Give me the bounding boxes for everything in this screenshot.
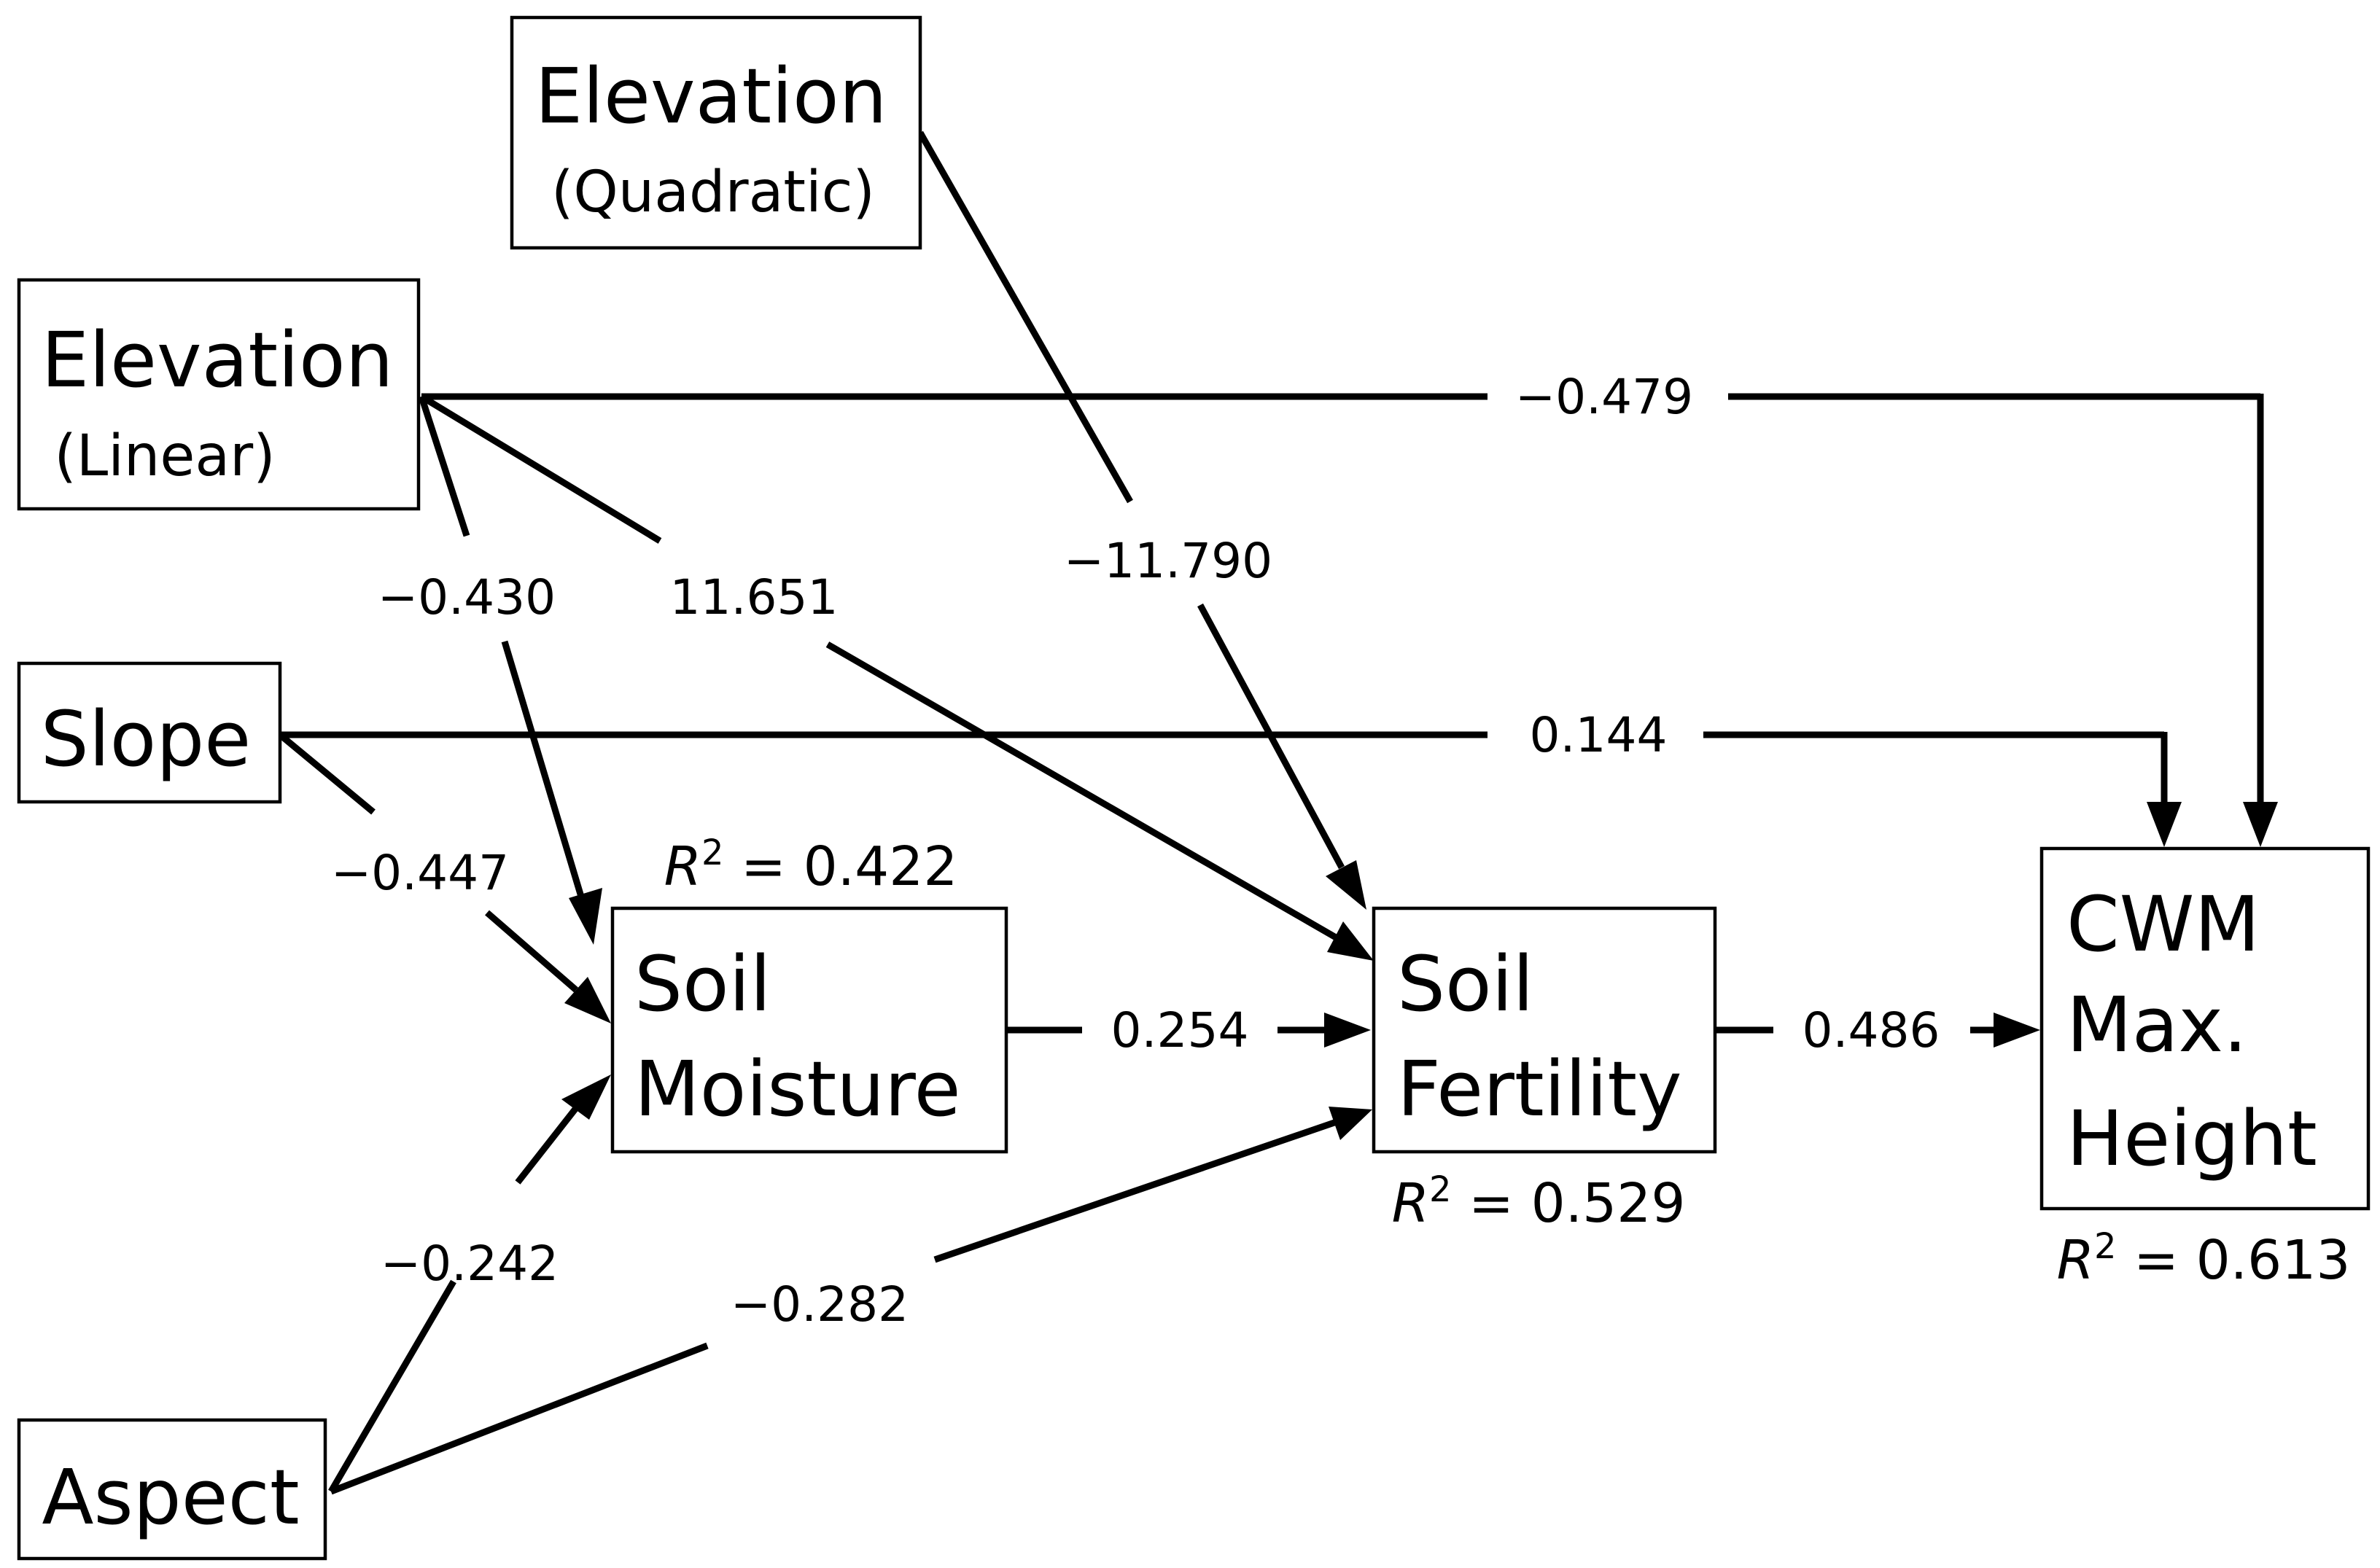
r2-soil-fertility: R2 = 0.529 [1392,1169,1686,1235]
node-elevation-linear: Elevation (Linear) [17,278,421,511]
path-fertility-to-cwm [1715,1013,2040,1048]
coef-aspect-to-fertility: −0.282 [731,1276,909,1333]
node-soil-moisture-line2: Moisture [634,1045,961,1134]
coef-aspect-to-moisture: −0.242 [381,1236,559,1292]
path-moisture-to-fertility [1006,1013,1371,1048]
path-slope-to-moisture [278,732,611,1023]
node-soil-moisture: R2 = 0.422 Soil Moisture [610,832,1008,1154]
node-elevation-quadratic-title: Elevation [534,52,887,141]
path-aspect-to-fertility [330,1107,1372,1495]
node-cwm-line3: Height [2066,1094,2317,1183]
path-elev-linear-to-fertility [419,394,1374,961]
r2-cwm-max-height: R2 = 0.613 [2057,1226,2351,1292]
path-slope-to-cwm [280,731,2182,847]
node-aspect-title: Aspect [42,1453,299,1542]
node-soil-moisture-line1: Soil [634,940,771,1029]
node-elevation-quadratic-subtitle: (Quadratic) [551,160,875,225]
path-elev-linear-to-moisture [418,395,602,945]
node-slope: Slope [17,661,282,804]
node-elevation-linear-title: Elevation [41,316,393,405]
node-cwm-max-height: CWM Max. Height R2 = 0.613 [2039,846,2371,1292]
coef-moisture-to-fertility: 0.254 [1111,1002,1249,1058]
node-cwm-line1: CWM [2066,880,2260,969]
path-aspect-to-moisture [328,1074,611,1494]
path-elev-quadratic-to-fertility [917,130,1366,910]
node-aspect: Aspect [17,1418,327,1561]
coef-elev-linear-to-cwm: −0.479 [1515,369,1693,425]
coef-slope-to-cwm: 0.144 [1530,707,1668,763]
path-elev-linear-to-cwm [421,393,2278,847]
coef-elev-linear-to-moisture: −0.430 [378,569,556,625]
coef-fertility-to-cwm: 0.486 [1802,1002,1940,1058]
coef-elev-linear-to-fertility: 11.651 [670,569,839,625]
node-soil-fertility: Soil Fertility R2 = 0.529 [1372,906,1717,1235]
coef-elev-quadratic-to-fertility: −11.790 [1064,533,1272,589]
node-cwm-line2: Max. [2066,980,2247,1069]
node-elevation-quadratic: Elevation (Quadratic) [510,15,922,250]
node-soil-fertility-line1: Soil [1397,940,1533,1029]
coef-slope-to-moisture: −0.447 [331,845,509,901]
node-elevation-linear-subtitle: (Linear) [54,424,275,489]
node-soil-fertility-line2: Fertility [1397,1045,1682,1134]
r2-soil-moisture: R2 = 0.422 [664,832,958,898]
node-slope-title: Slope [41,695,252,784]
